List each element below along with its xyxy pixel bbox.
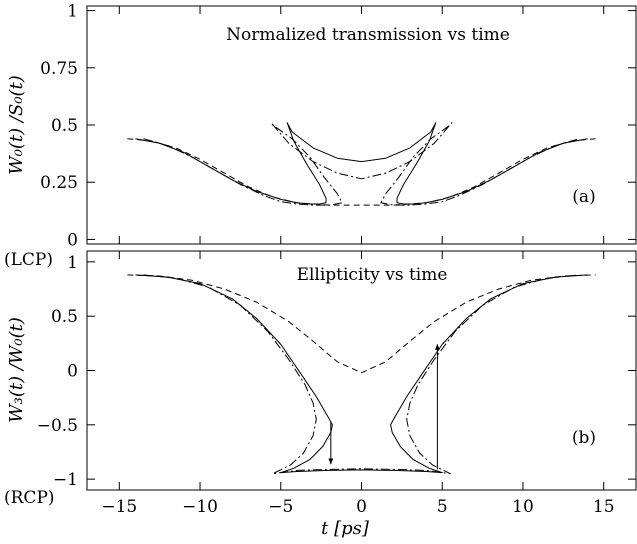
y-tick-label: 1 <box>67 253 78 273</box>
y-tick-label: 0.75 <box>40 59 78 79</box>
panel-a-label: (a) <box>572 187 595 207</box>
y-tick-label: −1 <box>53 470 78 490</box>
panel-a-ylabel: W₀(t) /S₀(t) <box>6 75 27 175</box>
series-line-dashdot <box>143 274 580 475</box>
panel-a-title: Normalized transmission vs time <box>226 25 510 45</box>
panel-b-title: Ellipticity vs time <box>297 265 448 285</box>
x-tick-label: −15 <box>101 497 137 517</box>
panel-b-arrows <box>328 343 440 470</box>
x-tick-label: 0 <box>356 497 367 517</box>
panel-a-series <box>127 122 596 206</box>
x-tick-label: 10 <box>512 497 534 517</box>
panel-b-ylabel: W₃(t) /W₀(t) <box>6 317 27 423</box>
y-tick-label: 1 <box>67 2 78 22</box>
lcp-label: (LCP) <box>4 250 53 270</box>
series-line-dashed <box>127 274 596 374</box>
panel-b-ticks: −1 −0.5 0 0.5 1 −15 −10 −5 0 5 10 15 <box>37 251 636 517</box>
x-tick-label: 5 <box>437 497 448 517</box>
series-line-dashdot <box>143 122 580 206</box>
panel-a-ticks: 0 0.25 0.5 0.75 1 <box>40 2 636 250</box>
x-tick-label: −5 <box>268 497 293 517</box>
panel-b-series <box>127 274 596 475</box>
x-axis-label: t [ps] <box>321 518 370 539</box>
series-line-dashed <box>127 138 596 206</box>
rcp-label: (RCP) <box>4 488 55 508</box>
y-tick-label: 0.25 <box>40 173 78 193</box>
panel-b-label: (b) <box>572 428 596 448</box>
y-tick-label: 0.5 <box>51 116 78 136</box>
y-tick-label: 0 <box>67 230 78 250</box>
y-tick-label: 0 <box>67 362 78 382</box>
y-tick-label: 0.5 <box>51 307 78 327</box>
x-tick-label: −10 <box>182 497 218 517</box>
series-line-solid <box>135 274 588 474</box>
y-tick-label: −0.5 <box>37 416 78 436</box>
x-tick-label: 15 <box>593 497 615 517</box>
panel-b-frame <box>86 250 637 491</box>
